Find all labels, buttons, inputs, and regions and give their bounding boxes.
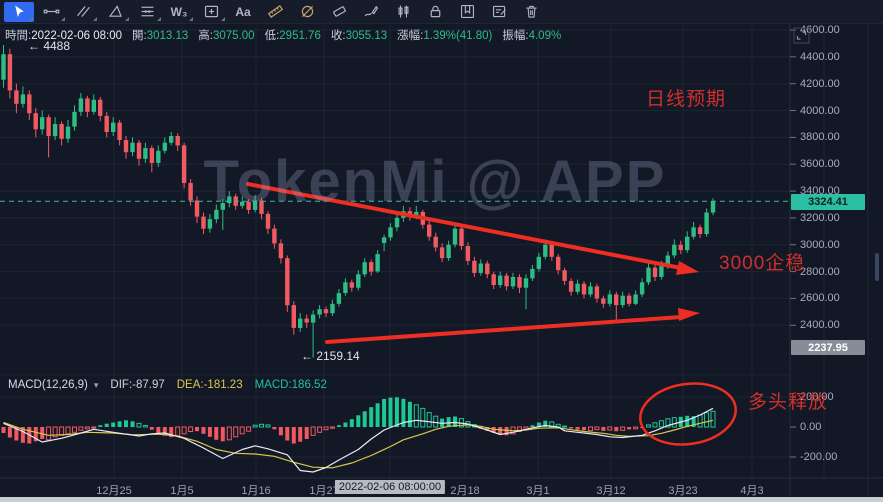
- macd-axis-tick: 0.00: [800, 421, 822, 433]
- measure-tool[interactable]: [260, 2, 290, 22]
- info-field: 低:2951.76: [264, 30, 321, 42]
- ohlc-info-bar: 時間:2022-02-06 08:00 開:3013.13 高:3075.00 低:2…: [5, 27, 561, 43]
- parallel-channel-icon: [76, 6, 90, 17]
- macd-dif-value: DIF:-87.97: [110, 379, 165, 391]
- tool-dropdown-caret[interactable]: [93, 16, 97, 21]
- pen-tool[interactable]: [356, 2, 386, 22]
- tool-dropdown-caret[interactable]: [157, 16, 161, 21]
- price-axis-tick: 4600.00: [800, 24, 840, 36]
- expand-chart-button[interactable]: [793, 27, 810, 44]
- price-axis-tick: 4200.00: [800, 77, 840, 90]
- macd-title[interactable]: MACD(12,26,9): [8, 379, 88, 391]
- fib-retracement-icon: [141, 6, 153, 17]
- info-field: 高:3075.00: [198, 30, 255, 42]
- notes-tool[interactable]: [484, 2, 514, 22]
- low-price-marker: ← 2159.14: [301, 349, 360, 363]
- high-price-marker: ← 4488: [28, 39, 71, 53]
- compare-candles-tool[interactable]: [388, 2, 418, 22]
- compare-candles-icon: [398, 5, 408, 18]
- info-field: 開:3013.13: [132, 30, 189, 42]
- tool-dropdown-caret[interactable]: [221, 16, 225, 21]
- annotation-stabilize: 3000企稳: [719, 253, 806, 274]
- drawing-toolbar: W₃ Aa: [0, 0, 883, 24]
- trendline-icon: [43, 9, 59, 14]
- time-axis-label: 1月5: [170, 485, 194, 497]
- tool-dropdown-caret[interactable]: [61, 16, 65, 21]
- price-axis-tick: 2400.00: [800, 319, 840, 332]
- bookmark-icon: [460, 4, 474, 19]
- macd-axis-tick: 200.00: [800, 391, 834, 403]
- macd-header: MACD(12,26,9) ▾ DIF:-87.97 DEA:-181.23 M…: [8, 379, 327, 391]
- price-axis-tick: 3800.00: [800, 131, 840, 144]
- parallel-channel-tool[interactable]: [68, 2, 98, 22]
- time-axis-label: 1月27: [309, 485, 339, 497]
- time-axis-label: 4月3: [740, 485, 764, 497]
- circle-brush-icon: [301, 5, 313, 18]
- info-field: 漲幅:1.39%(41.80): [397, 30, 493, 42]
- cursor-tool[interactable]: [4, 1, 34, 22]
- macd-macd-value: MACD:186.52: [254, 379, 327, 391]
- time-axis-label: 2月18: [450, 485, 480, 497]
- trash-icon: [525, 5, 537, 18]
- info-field: 時間:2022-02-06 08:00: [5, 30, 123, 42]
- time-axis-label: 3月12: [596, 485, 626, 497]
- elliott-wave-icon: W₃: [170, 4, 188, 19]
- time-axis-label: 12月25: [96, 485, 132, 497]
- window-bottom-edge: [0, 497, 883, 502]
- chevron-down-icon[interactable]: ▾: [93, 379, 99, 390]
- bookmark-tool[interactable]: [452, 2, 482, 22]
- last-price-tag: 3324.41: [791, 194, 865, 210]
- notes-icon: [492, 5, 506, 18]
- price-axis-tick: 3000.00: [800, 238, 840, 251]
- annotation-bulls-release: 多头释放: [748, 392, 829, 413]
- circle-brush-tool[interactable]: [292, 2, 322, 22]
- annotation-daily-trend: 日线预期: [646, 89, 727, 110]
- tool-dropdown-caret[interactable]: [29, 16, 33, 21]
- tool-dropdown-caret[interactable]: [189, 16, 193, 21]
- macd-dea-value: DEA:-181.23: [176, 379, 243, 391]
- cursor-icon: [14, 5, 24, 18]
- trash-tool[interactable]: [516, 2, 546, 22]
- price-axis-tick: 2600.00: [800, 292, 840, 305]
- pen-icon: [364, 5, 378, 17]
- elliott-wave-tool[interactable]: W₃: [164, 2, 194, 22]
- price-axis-tick: 4000.00: [800, 104, 840, 117]
- time-axis-label: 3月1: [526, 485, 550, 497]
- measure-icon: [267, 5, 283, 18]
- text-tool-icon: Aa: [235, 4, 251, 19]
- text-tool-tool[interactable]: Aa: [228, 2, 258, 22]
- time-axis-label: 1月16: [241, 485, 271, 497]
- price-axis-scrollbar[interactable]: [875, 253, 879, 281]
- info-field: 收:3055.13: [330, 30, 388, 42]
- triangle-tool[interactable]: [100, 2, 130, 22]
- eraser-tool[interactable]: [324, 2, 354, 22]
- pattern-icon: [204, 5, 218, 18]
- tool-dropdown-caret[interactable]: [125, 16, 129, 21]
- time-axis-label: 3月23: [668, 485, 698, 497]
- info-field: 振幅:4.09%: [502, 30, 562, 42]
- macd-axis-tick: -200.00: [800, 451, 838, 463]
- price-axis-tick: 3600.00: [800, 158, 840, 171]
- price-axis-tick: 3200.00: [800, 211, 840, 224]
- time-axis-selected-label: 2022-02-06 08:00:00: [334, 480, 446, 494]
- pattern-tool[interactable]: [196, 2, 226, 22]
- price-axis-tick: 4400.00: [800, 50, 840, 63]
- lock-icon: [430, 5, 440, 18]
- triangle-icon: [108, 5, 122, 17]
- lock-tool[interactable]: [420, 2, 450, 22]
- low-price-tag: 2237.95: [791, 340, 865, 355]
- fib-retracement-tool[interactable]: [132, 2, 162, 22]
- eraser-icon: [332, 6, 346, 17]
- price-axis-tick: 2800.00: [800, 265, 840, 278]
- trendline-tool[interactable]: [36, 2, 66, 22]
- watermark: TokenMi @ APP: [203, 149, 667, 214]
